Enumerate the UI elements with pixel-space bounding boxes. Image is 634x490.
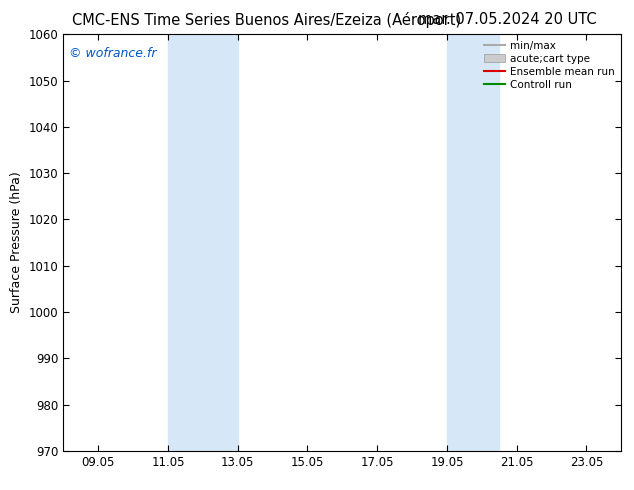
Y-axis label: Surface Pressure (hPa): Surface Pressure (hPa) (10, 172, 23, 314)
Bar (447, 34, 500, 451)
Text: mar. 07.05.2024 20 UTC: mar. 07.05.2024 20 UTC (418, 12, 597, 27)
Legend: min/max, acute;cart type, Ensemble mean run, Controll run: min/max, acute;cart type, Ensemble mean … (480, 36, 619, 94)
Text: © wofrance.fr: © wofrance.fr (69, 47, 157, 60)
Bar (168, 34, 238, 451)
Text: CMC-ENS Time Series Buenos Aires/Ezeiza (Aéroport): CMC-ENS Time Series Buenos Aires/Ezeiza … (72, 12, 461, 28)
